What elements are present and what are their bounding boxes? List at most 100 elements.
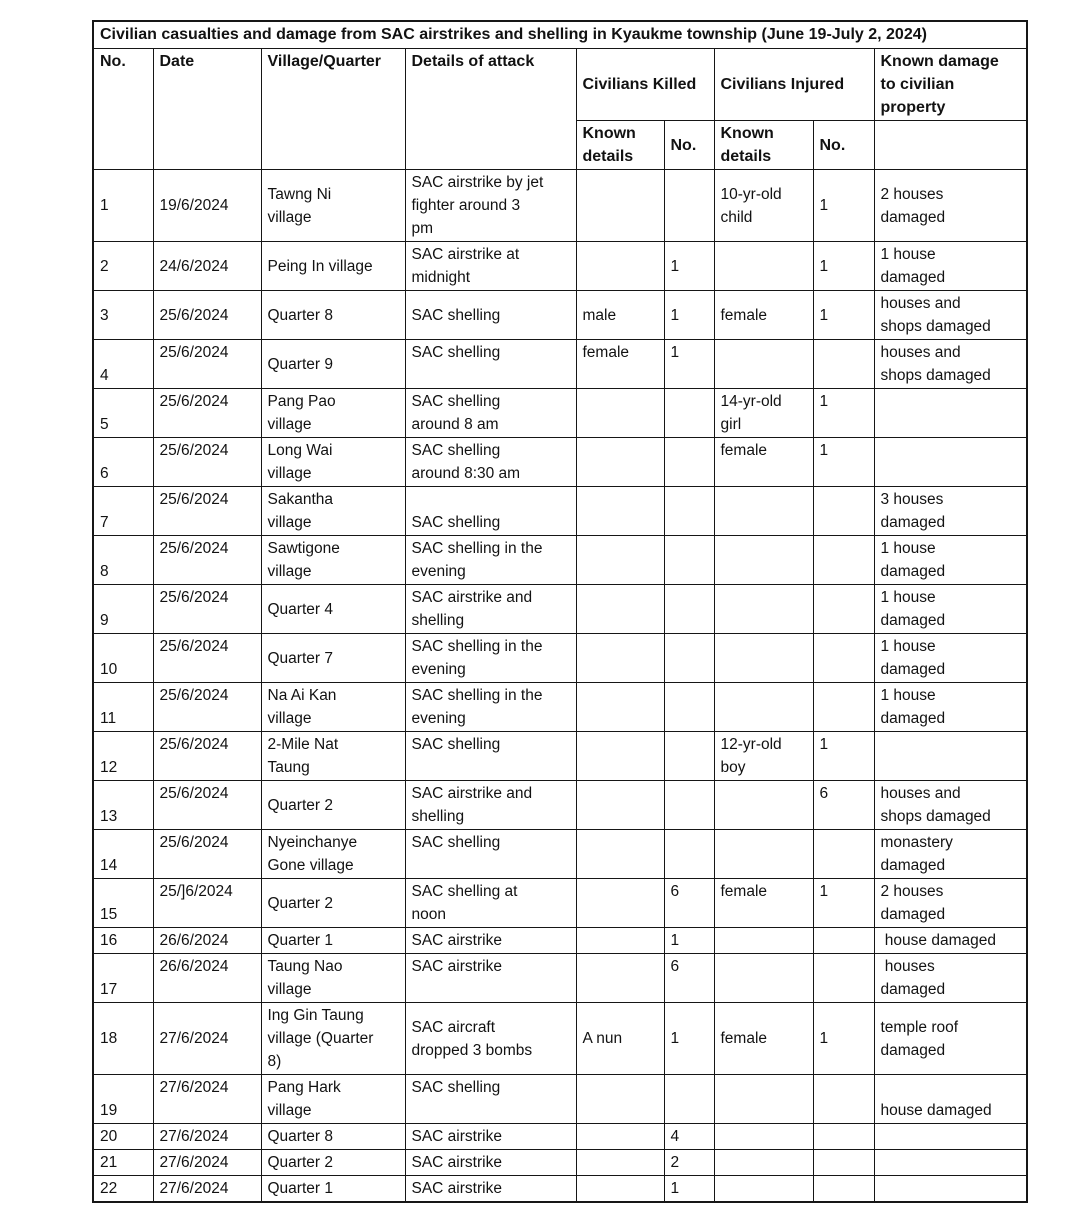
casualties-table: Civilian casualties and damage from SAC … bbox=[92, 20, 1029, 1203]
cell-killed-no: 1 bbox=[663, 290, 715, 340]
cell-details: SAC shelling in the evening bbox=[404, 633, 577, 683]
table-row: 21 27/6/2024 Quarter 2 SAC airstrike 2 bbox=[92, 1149, 1028, 1176]
cell-killed-details bbox=[575, 633, 665, 683]
cell-killed-details bbox=[575, 169, 665, 242]
cell-village: Quarter 1 bbox=[260, 1175, 406, 1203]
cell-date: 25/6/2024 bbox=[152, 780, 262, 830]
cell-no: 17 bbox=[92, 953, 154, 1003]
cell-injured-no: 1 bbox=[812, 388, 875, 438]
cell-injured-details: 10-yr-old child bbox=[713, 169, 814, 242]
cell-damage: 1 house damaged bbox=[873, 241, 1028, 291]
cell-damage: monastery damaged bbox=[873, 829, 1028, 879]
table-row: 8 25/6/2024 Sawtigone village SAC shelling … bbox=[92, 535, 1028, 585]
cell-damage bbox=[873, 1175, 1028, 1203]
table-row: 18 27/6/2024 Ing Gin Taung village (Quarte… bbox=[92, 1002, 1028, 1075]
cell-date: 25/6/2024 bbox=[152, 437, 262, 487]
cell-damage: house damaged bbox=[873, 927, 1028, 954]
cell-no: 8 bbox=[92, 535, 154, 585]
cell-killed-details bbox=[575, 241, 665, 291]
cell-injured-no: 6 bbox=[812, 780, 875, 830]
cell-date: 25/6/2024 bbox=[152, 486, 262, 536]
cell-damage: 1 house damaged bbox=[873, 584, 1028, 634]
cell-village: Quarter 2 bbox=[260, 878, 406, 928]
cell-date: 26/6/2024 bbox=[152, 927, 262, 954]
cell-injured-no bbox=[812, 953, 875, 1003]
cell-killed-details bbox=[575, 1175, 665, 1203]
cell-damage: 1 house damaged bbox=[873, 535, 1028, 585]
cell-injured-no: 1 bbox=[812, 169, 875, 242]
cell-damage bbox=[873, 731, 1028, 781]
cell-injured-no bbox=[812, 486, 875, 536]
cell-no: 5 bbox=[92, 388, 154, 438]
cell-killed-no: 4 bbox=[663, 1123, 715, 1150]
cell-date: 25/6/2024 bbox=[152, 290, 262, 340]
cell-injured-details: 14-yr-old girl bbox=[713, 388, 814, 438]
cell-details: SAC aircraft dropped 3 bombs bbox=[404, 1002, 577, 1075]
cell-date: 25/6/2024 bbox=[152, 731, 262, 781]
cell-killed-details bbox=[575, 829, 665, 879]
table-row: 13 25/6/2024 Quarter 2 SAC airstrike and sh… bbox=[92, 780, 1028, 830]
cell-details: SAC airstrike bbox=[404, 927, 577, 954]
col-header-damage: Known damage to civilian property bbox=[873, 48, 1028, 121]
cell-date: 27/6/2024 bbox=[152, 1149, 262, 1176]
cell-no: 10 bbox=[92, 633, 154, 683]
cell-killed-details bbox=[575, 584, 665, 634]
col-header-civilians-injured: Civilians Injured bbox=[713, 48, 875, 121]
cell-village: Quarter 8 bbox=[260, 1123, 406, 1150]
cell-injured-no bbox=[812, 927, 875, 954]
col-header-civilians-killed: Civilians Killed bbox=[575, 48, 715, 121]
cell-village: Nyeinchanye Gone village bbox=[260, 829, 406, 879]
col-header-killed-known-details: Known details bbox=[575, 120, 665, 170]
cell-injured-no bbox=[812, 1123, 875, 1150]
cell-injured-details bbox=[713, 535, 814, 585]
table-row: 12 25/6/2024 2-Mile Nat Taung SAC shelling 1… bbox=[92, 731, 1028, 781]
cell-no: 22 bbox=[92, 1175, 154, 1203]
table-title: Civilian casualties and damage from SAC … bbox=[92, 20, 1028, 49]
cell-damage: house damaged bbox=[873, 1074, 1028, 1124]
col-header-date: Date bbox=[152, 48, 262, 170]
cell-village: Pang Pao village bbox=[260, 388, 406, 438]
table-row: 16 26/6/2024 Quarter 1 SAC airstrike 1 house… bbox=[92, 927, 1028, 954]
cell-injured-details: female bbox=[713, 290, 814, 340]
cell-killed-no: 6 bbox=[663, 953, 715, 1003]
col-header-killed-no: No. bbox=[663, 120, 715, 170]
cell-details: SAC shelling around 8 am bbox=[404, 388, 577, 438]
cell-injured-details: female bbox=[713, 878, 814, 928]
cell-village: Ing Gin Taung village (Quarter 8) bbox=[260, 1002, 406, 1075]
cell-date: 27/6/2024 bbox=[152, 1002, 262, 1075]
cell-village: Sakantha village bbox=[260, 486, 406, 536]
cell-injured-details bbox=[713, 339, 814, 389]
cell-details: SAC airstrike by jet fighter around 3 pm bbox=[404, 169, 577, 242]
cell-killed-details bbox=[575, 437, 665, 487]
cell-killed-details bbox=[575, 927, 665, 954]
cell-no: 1 bbox=[92, 169, 154, 242]
cell-injured-no bbox=[812, 682, 875, 732]
table-row: 17 26/6/2024 Taung Nao village SAC airstrik… bbox=[92, 953, 1028, 1003]
cell-damage: 3 houses damaged bbox=[873, 486, 1028, 536]
cell-killed-no: 1 bbox=[663, 1002, 715, 1075]
cell-details: SAC airstrike bbox=[404, 953, 577, 1003]
cell-killed-details bbox=[575, 878, 665, 928]
cell-details: SAC airstrike bbox=[404, 1149, 577, 1176]
cell-injured-no bbox=[812, 829, 875, 879]
cell-details: SAC airstrike at midnight bbox=[404, 241, 577, 291]
cell-killed-no: 2 bbox=[663, 1149, 715, 1176]
cell-details: SAC airstrike and shelling bbox=[404, 584, 577, 634]
cell-damage bbox=[873, 1123, 1028, 1150]
cell-no: 21 bbox=[92, 1149, 154, 1176]
cell-killed-no bbox=[663, 731, 715, 781]
table-row: 1 19/6/2024 Tawng Ni village SAC airstrike … bbox=[92, 169, 1028, 242]
cell-no: 16 bbox=[92, 927, 154, 954]
cell-damage: houses and shops damaged bbox=[873, 290, 1028, 340]
cell-village: Na Ai Kan village bbox=[260, 682, 406, 732]
cell-damage bbox=[873, 437, 1028, 487]
cell-injured-no: 1 bbox=[812, 878, 875, 928]
cell-injured-details bbox=[713, 780, 814, 830]
header-row-sub: Known details No. Known details No. bbox=[93, 120, 1028, 170]
table-row: 19 27/6/2024 Pang Hark village SAC shelling… bbox=[92, 1074, 1028, 1124]
table-row: 20 27/6/2024 Quarter 8 SAC airstrike 4 bbox=[92, 1123, 1028, 1150]
cell-details: SAC shelling bbox=[404, 290, 577, 340]
cell-killed-no bbox=[663, 682, 715, 732]
cell-killed-details: female bbox=[575, 339, 665, 389]
cell-damage: houses damaged bbox=[873, 953, 1028, 1003]
